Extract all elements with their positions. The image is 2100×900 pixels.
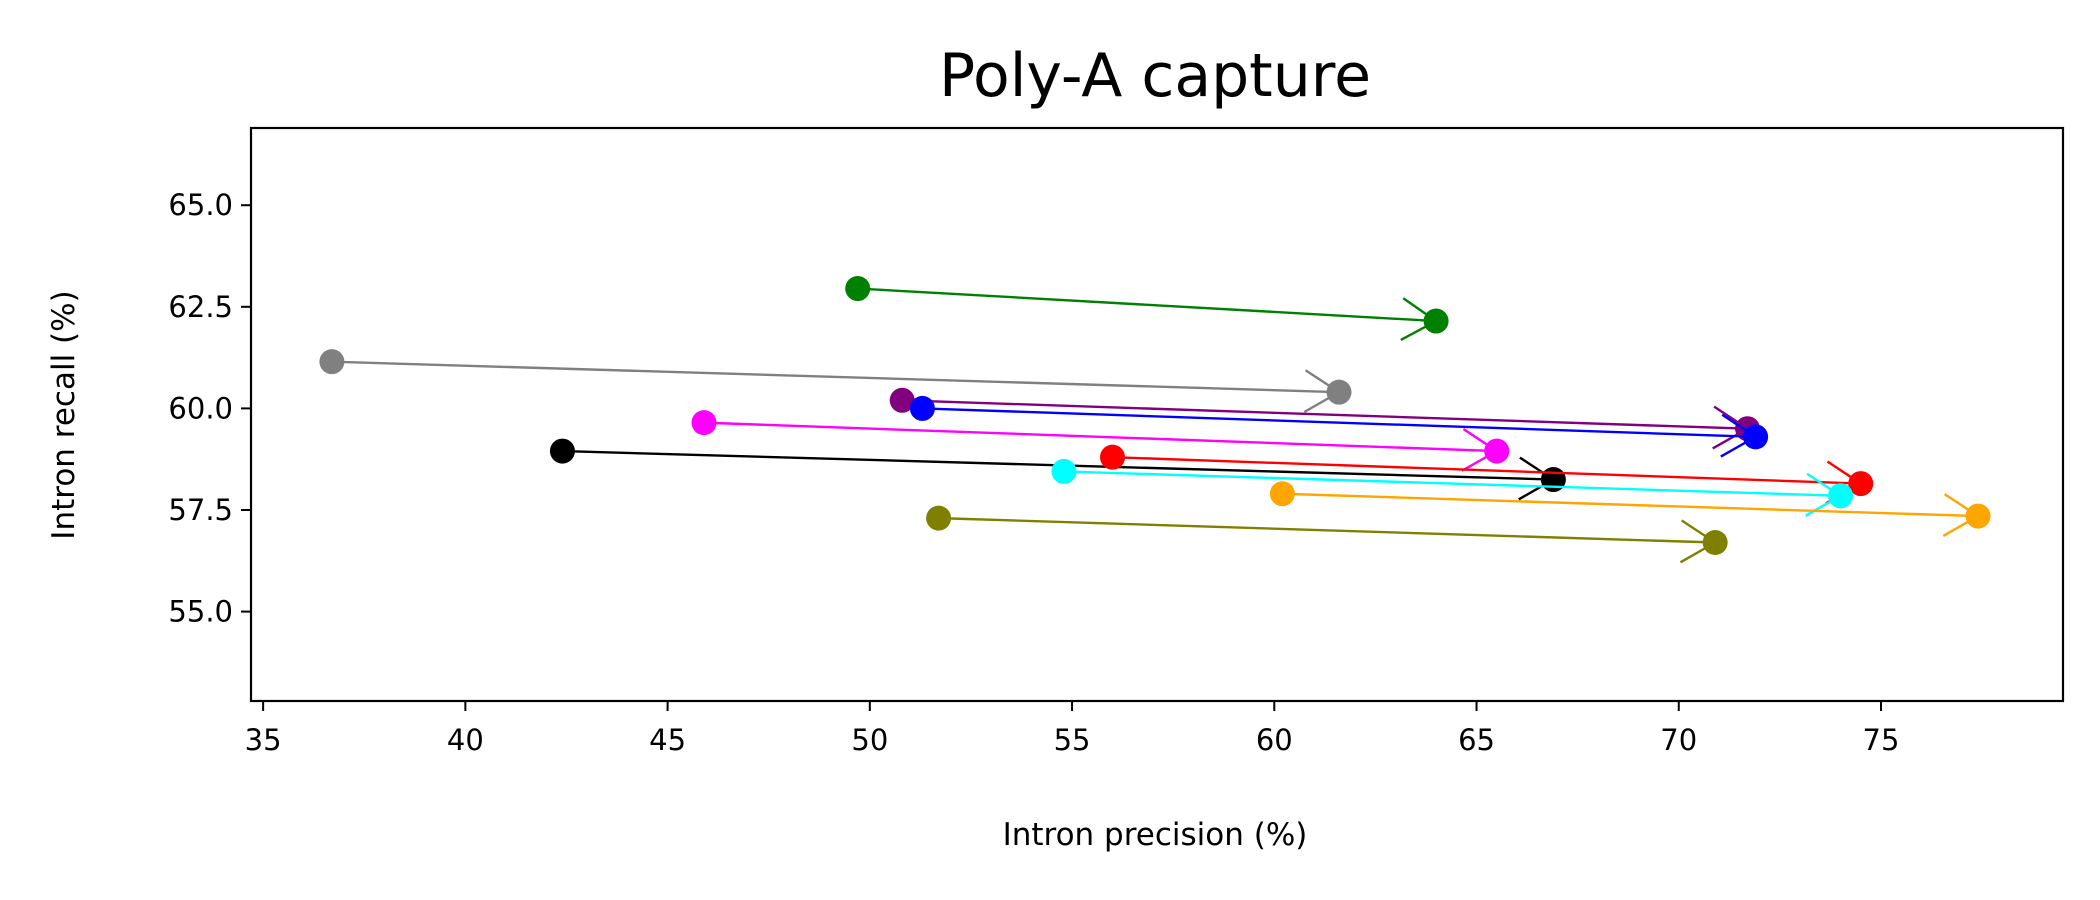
series-end-point [1702, 530, 1728, 556]
series-start-point [926, 505, 952, 531]
series-start-point [845, 276, 871, 302]
series-group [889, 387, 1761, 450]
y-axis-title: Intron recall (%) [46, 290, 82, 539]
chart-title: Poly-A capture [939, 41, 1371, 111]
y-tick-label: 55.0 [168, 595, 233, 629]
series-arrow-line [1282, 492, 1979, 518]
series-start-point [889, 387, 915, 413]
series-arrow-line [922, 407, 1756, 439]
series-group [1269, 481, 1991, 537]
y-tick-label: 62.5 [168, 290, 233, 324]
x-tick-label: 35 [245, 723, 282, 757]
series-start-point [691, 410, 717, 436]
x-tick-label: 55 [1054, 723, 1091, 757]
series-group [926, 505, 1728, 564]
series-end-point [1484, 438, 1510, 464]
series-group [845, 276, 1449, 342]
series-end-point [1326, 379, 1352, 405]
series-arrow-line [938, 516, 1716, 544]
series-group [1100, 444, 1874, 505]
y-tick-label: 65.0 [168, 188, 233, 222]
series-arrow-line [1112, 455, 1861, 485]
x-tick-label: 40 [447, 723, 484, 757]
x-axis-title: Intron precision (%) [1003, 817, 1308, 853]
series-start-point [1100, 444, 1126, 470]
series-end-point [1848, 471, 1874, 497]
series-arrow-line [1063, 470, 1841, 497]
series-group [691, 410, 1510, 472]
x-tick-label: 45 [649, 723, 686, 757]
x-tick-label: 70 [1660, 723, 1697, 757]
x-tick-label: 50 [851, 723, 888, 757]
series-start-point [1269, 481, 1295, 507]
series-end-point [1540, 467, 1566, 493]
series-start-point [319, 349, 345, 375]
series-start-point [909, 395, 935, 421]
series-arrow-line [857, 287, 1437, 323]
series-arrow-line [703, 421, 1497, 453]
x-tick-label: 60 [1256, 723, 1293, 757]
series-end-point [1828, 483, 1854, 509]
series-end-point [1743, 424, 1769, 450]
x-tick-label: 65 [1458, 723, 1495, 757]
series-arrow-line [331, 360, 1340, 394]
x-axis: 35 40 45 50 55 60 65 70 75 [245, 701, 1900, 757]
y-tick-label: 60.0 [168, 391, 233, 425]
series-end-point [1423, 308, 1449, 334]
y-axis: 55.0 57.5 60.0 62.5 65.0 [168, 188, 251, 629]
series-end-point [1965, 503, 1991, 529]
x-tick-label: 75 [1863, 723, 1900, 757]
y-tick-label: 57.5 [168, 493, 233, 527]
plot-frame [249, 126, 2065, 703]
series-group [1051, 458, 1854, 517]
series-group [319, 349, 1352, 414]
series-start-point [1051, 458, 1077, 484]
plot-marks [319, 276, 1991, 564]
series-arrow-line [902, 399, 1748, 430]
series-start-point [549, 438, 575, 464]
series-group [909, 395, 1769, 458]
